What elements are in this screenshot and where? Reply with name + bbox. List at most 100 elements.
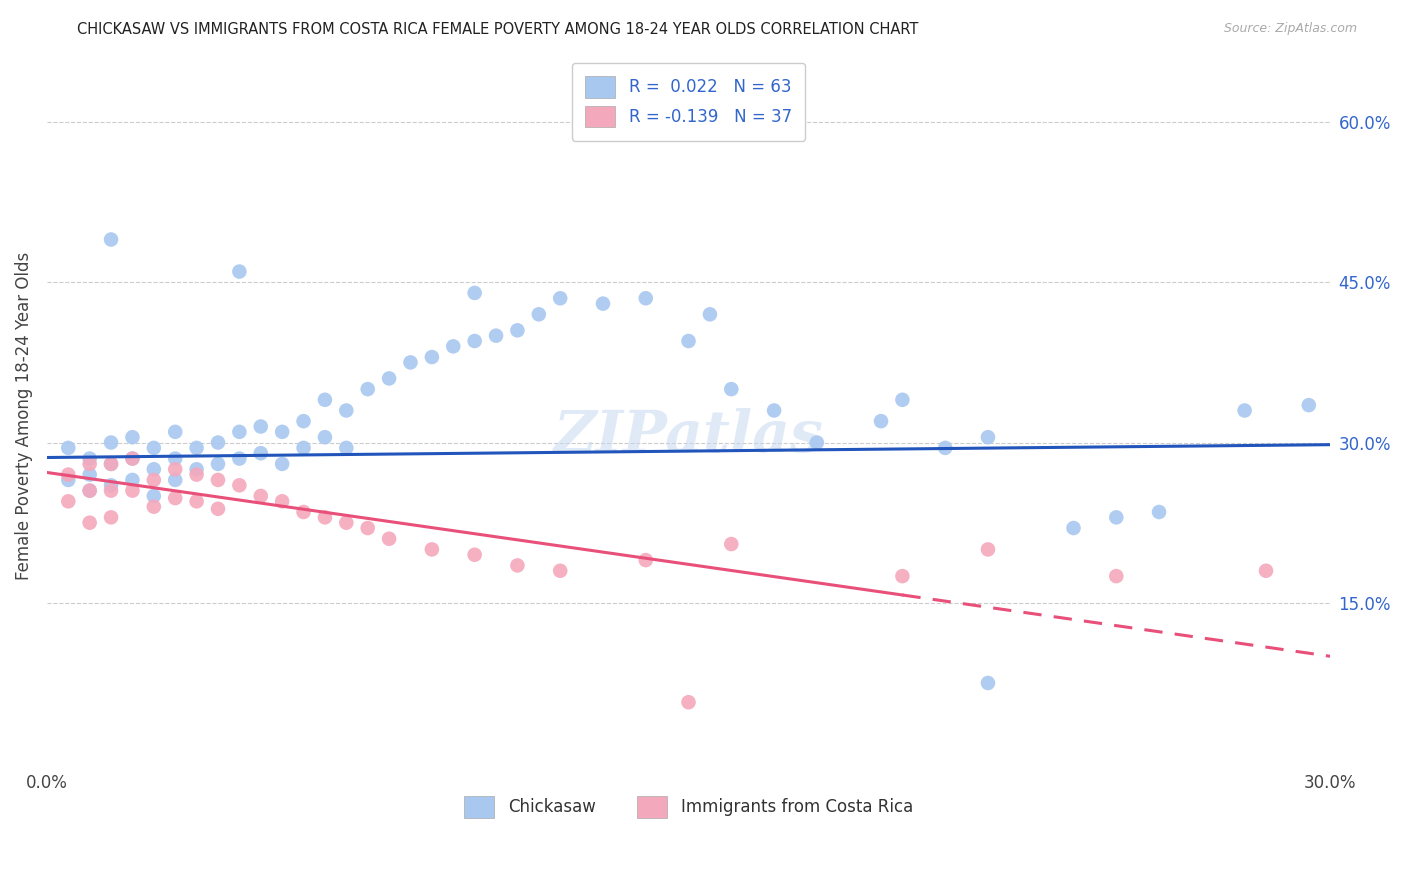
Point (292, 441, 315, 455)
Point (1105, 569, 1128, 583)
Point (678, 695, 700, 709)
Point (357, 521, 380, 535)
Point (720, 382, 742, 396)
Point (806, 435, 828, 450)
Point (977, 676, 1000, 690)
Point (100, 232, 122, 246)
Point (699, 307, 721, 321)
Point (207, 473, 229, 487)
Point (506, 323, 529, 337)
Point (548, 564, 571, 578)
Point (527, 307, 550, 321)
Point (763, 403, 786, 417)
Y-axis label: Female Poverty Among 18-24 Year Olds: Female Poverty Among 18-24 Year Olds (15, 252, 32, 580)
Text: CHICKASAW VS IMMIGRANTS FROM COSTA RICA FEMALE POVERTY AMONG 18-24 YEAR OLDS COR: CHICKASAW VS IMMIGRANTS FROM COSTA RICA … (77, 22, 918, 37)
Point (79, 457, 101, 471)
Point (934, 441, 956, 455)
Point (100, 478, 122, 492)
Point (977, 430, 1000, 444)
Point (357, 382, 380, 396)
Point (142, 489, 165, 503)
Point (228, 264, 250, 278)
Point (314, 430, 336, 444)
Point (165, 491, 187, 505)
Point (142, 473, 165, 487)
Point (678, 334, 700, 348)
Point (58, 441, 80, 455)
Point (100, 510, 122, 524)
Point (335, 403, 357, 417)
Point (142, 441, 165, 455)
Point (592, 296, 614, 310)
Point (249, 446, 271, 460)
Point (228, 425, 250, 439)
Point (720, 537, 742, 551)
Point (165, 425, 187, 439)
Point (378, 532, 401, 546)
Point (335, 516, 357, 530)
Point (142, 462, 165, 476)
Point (79, 483, 101, 498)
Point (634, 553, 657, 567)
Point (249, 419, 271, 434)
Point (79, 451, 101, 466)
Point (58, 494, 80, 508)
Point (186, 467, 208, 482)
Point (977, 542, 1000, 557)
Point (1233, 403, 1256, 417)
Point (165, 451, 187, 466)
Point (314, 510, 336, 524)
Point (121, 430, 143, 444)
Point (1147, 505, 1170, 519)
Point (186, 441, 208, 455)
Point (1063, 521, 1085, 535)
Point (1105, 510, 1128, 524)
Point (1298, 398, 1320, 412)
Point (464, 285, 486, 300)
Point (271, 457, 294, 471)
Point (186, 462, 208, 476)
Point (441, 339, 464, 353)
Point (165, 462, 187, 476)
Point (464, 548, 486, 562)
Point (186, 494, 208, 508)
Point (121, 483, 143, 498)
Point (58, 467, 80, 482)
Point (271, 425, 294, 439)
Point (485, 328, 508, 343)
Point (165, 473, 187, 487)
Point (1254, 564, 1277, 578)
Point (891, 569, 914, 583)
Point (121, 451, 143, 466)
Point (207, 501, 229, 516)
Point (79, 516, 101, 530)
Point (314, 392, 336, 407)
Point (634, 291, 657, 305)
Point (292, 505, 315, 519)
Point (870, 414, 893, 428)
Point (271, 494, 294, 508)
Point (100, 457, 122, 471)
Point (207, 457, 229, 471)
Point (420, 350, 443, 364)
Point (100, 483, 122, 498)
Point (464, 334, 486, 348)
Point (79, 483, 101, 498)
Point (249, 489, 271, 503)
Legend: Chickasaw, Immigrants from Costa Rica: Chickasaw, Immigrants from Costa Rica (457, 789, 920, 824)
Point (548, 291, 571, 305)
Point (335, 441, 357, 455)
Point (378, 371, 401, 385)
Point (228, 478, 250, 492)
Point (142, 500, 165, 514)
Text: ZIPatlas: ZIPatlas (554, 409, 824, 465)
Point (79, 467, 101, 482)
Point (399, 355, 422, 369)
Point (121, 473, 143, 487)
Point (100, 457, 122, 471)
Point (228, 451, 250, 466)
Point (292, 414, 315, 428)
Point (100, 435, 122, 450)
Point (420, 542, 443, 557)
Point (891, 392, 914, 407)
